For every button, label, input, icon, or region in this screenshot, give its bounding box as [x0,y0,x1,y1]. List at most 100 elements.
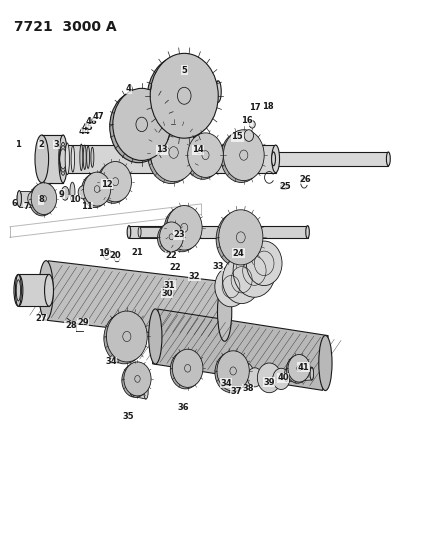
Ellipse shape [297,366,301,371]
Ellipse shape [223,130,264,181]
Ellipse shape [61,187,69,200]
Ellipse shape [286,356,309,383]
Text: 28: 28 [65,321,77,330]
Ellipse shape [170,351,201,389]
Ellipse shape [221,132,262,182]
Ellipse shape [148,125,194,183]
Ellipse shape [136,117,148,132]
Text: 33: 33 [213,262,224,271]
Ellipse shape [83,145,86,169]
Ellipse shape [83,172,111,206]
Polygon shape [127,81,218,136]
Polygon shape [286,367,312,382]
Ellipse shape [310,367,314,380]
Ellipse shape [166,206,202,250]
Ellipse shape [38,145,46,173]
Ellipse shape [280,184,288,190]
Text: 27: 27 [35,314,47,323]
Ellipse shape [80,144,83,171]
Ellipse shape [127,225,131,238]
Ellipse shape [107,311,147,362]
Text: 17: 17 [249,103,260,112]
Text: 26: 26 [300,174,311,183]
Ellipse shape [35,135,49,183]
Ellipse shape [15,274,21,306]
Ellipse shape [122,364,149,398]
Text: 13: 13 [156,146,168,155]
Polygon shape [133,381,146,399]
Ellipse shape [104,313,145,364]
Polygon shape [140,227,164,237]
Text: 7: 7 [23,202,29,211]
Polygon shape [18,274,49,306]
Text: 31: 31 [164,280,175,289]
Ellipse shape [184,365,191,372]
Ellipse shape [113,88,171,160]
Text: 16: 16 [241,116,253,125]
Text: 19: 19 [98,249,109,259]
Ellipse shape [181,223,188,232]
Ellipse shape [236,232,245,243]
Ellipse shape [112,177,119,185]
Text: 45: 45 [81,123,93,132]
Ellipse shape [319,335,332,391]
Ellipse shape [124,115,130,136]
Ellipse shape [149,309,162,364]
Text: 12: 12 [101,180,113,189]
Ellipse shape [42,191,47,207]
Polygon shape [152,309,328,390]
Ellipse shape [185,135,221,179]
Ellipse shape [144,383,148,399]
Ellipse shape [71,146,74,172]
Ellipse shape [39,261,53,320]
Ellipse shape [215,352,247,393]
Text: 24: 24 [233,249,244,258]
Ellipse shape [247,368,262,387]
Text: 10: 10 [69,195,80,204]
Ellipse shape [16,280,21,301]
Polygon shape [42,145,276,173]
Ellipse shape [215,81,221,102]
Text: 23: 23 [173,230,185,239]
Text: 18: 18 [262,102,273,111]
Text: 46: 46 [86,117,98,126]
Ellipse shape [285,369,288,382]
Ellipse shape [150,123,197,182]
Text: 22: 22 [170,263,181,272]
Ellipse shape [42,196,47,202]
Ellipse shape [217,282,232,341]
Ellipse shape [257,363,281,393]
Polygon shape [129,225,308,238]
Text: 3: 3 [54,140,59,149]
Ellipse shape [240,150,248,160]
Text: 7721  3000 A: 7721 3000 A [14,20,117,34]
Ellipse shape [249,120,255,128]
Text: 6: 6 [11,199,17,208]
Ellipse shape [223,256,261,304]
Ellipse shape [244,130,253,141]
Ellipse shape [135,376,140,382]
Text: 20: 20 [110,252,121,261]
Text: 34: 34 [105,358,117,367]
Ellipse shape [14,274,23,306]
Ellipse shape [30,184,55,216]
Ellipse shape [45,274,54,306]
Ellipse shape [234,362,254,387]
Text: 29: 29 [77,318,89,327]
Ellipse shape [59,135,67,183]
Ellipse shape [91,147,94,167]
Text: 35: 35 [122,411,134,421]
Polygon shape [44,261,227,341]
Text: 9: 9 [59,190,65,199]
Ellipse shape [28,192,36,205]
Text: 41: 41 [297,363,309,372]
Ellipse shape [150,53,218,138]
Text: 40: 40 [277,373,289,382]
Ellipse shape [272,145,279,173]
Text: 8: 8 [38,195,44,204]
Polygon shape [273,152,388,166]
Ellipse shape [94,185,100,192]
Text: 5: 5 [181,66,187,75]
Ellipse shape [31,183,56,215]
Ellipse shape [110,91,168,163]
